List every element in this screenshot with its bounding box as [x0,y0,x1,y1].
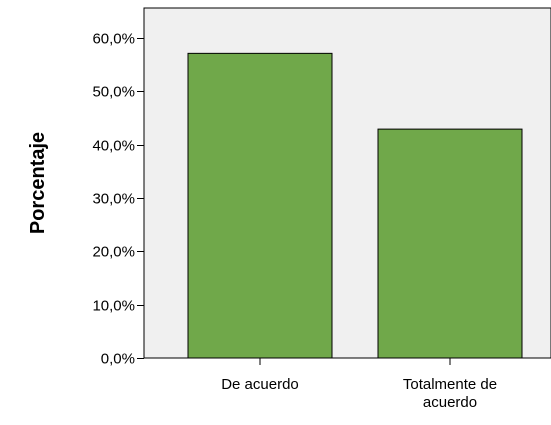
x-tick-label-1: Totalmente de acuerdo [403,376,497,411]
x-tick-label-0-line-0: De acuerdo [221,376,299,393]
axes-layer [143,8,551,359]
x-tick-label-1-line-1: acuerdo [423,394,477,411]
y-tick-label-5: 50,0% [92,84,135,101]
y-tick-label-1: 10,0% [92,298,135,315]
x-ticks-layer: De acuerdo Totalmente de acuerdo [221,358,497,411]
y-axis-title: Porcentaje [27,132,49,234]
y-tick-label-0: 0,0% [101,351,135,368]
x-tick-label-1-line-0: Totalmente de [403,376,497,393]
y-tick-label-6: 60,0% [92,31,135,48]
y-ticks-layer: 0,0% 10,0% 20,0% 30,0% 40,0% 50,0% 60,0% [92,31,144,368]
bar-1 [377,128,523,359]
y-tick-label-4: 40,0% [92,138,135,155]
x-tick-label-0: De acuerdo [221,376,299,393]
bar-0 [187,52,333,359]
y-tick-label-2: 20,0% [92,244,135,261]
y-tick-label-3: 30,0% [92,191,135,208]
